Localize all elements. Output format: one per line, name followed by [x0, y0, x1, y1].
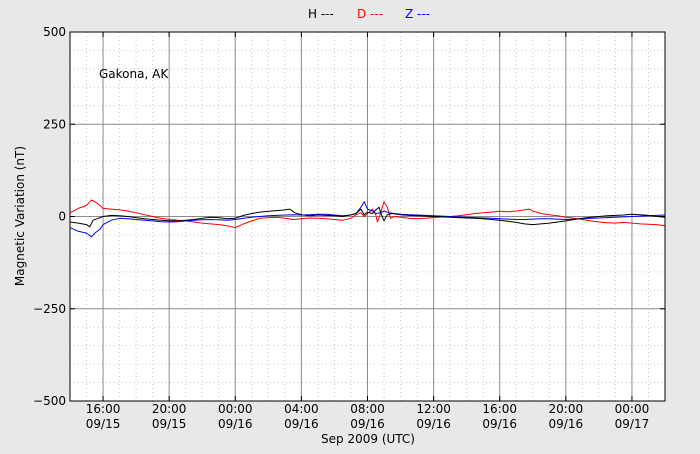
- axis-ticks: 5002500−250−50016:0009/1520:0009/1500:00…: [33, 25, 665, 431]
- y-tick-label: 250: [43, 117, 66, 131]
- x-tick-label-date: 09/16: [482, 417, 517, 431]
- location-label: Gakona, AK: [99, 67, 169, 81]
- x-tick-label-date: 09/16: [284, 417, 319, 431]
- x-tick-label-time: 08:00: [350, 402, 385, 416]
- x-tick-label-date: 09/17: [615, 417, 650, 431]
- x-tick-label-date: 09/15: [86, 417, 121, 431]
- y-tick-label: 500: [43, 25, 66, 39]
- x-tick-label-date: 09/15: [152, 417, 187, 431]
- x-tick-label-date: 09/16: [549, 417, 584, 431]
- x-tick-label-time: 16:00: [86, 402, 121, 416]
- series-line-d: [69, 199, 666, 229]
- legend-entry-h: H ---: [308, 7, 334, 21]
- y-tick-label: 0: [58, 210, 66, 224]
- x-tick-label-time: 00:00: [218, 402, 253, 416]
- series-layer: [69, 199, 666, 238]
- x-tick-label-time: 20:00: [152, 402, 187, 416]
- legend-entry-z: Z ---: [405, 7, 430, 21]
- y-tick-label: −250: [33, 302, 66, 316]
- x-tick-label-time: 00:00: [615, 402, 650, 416]
- y-axis-label: Magnetic Variation (nT): [13, 146, 27, 286]
- x-tick-label-time: 12:00: [416, 402, 451, 416]
- x-tick-label-time: 20:00: [549, 402, 584, 416]
- x-tick-label-time: 04:00: [284, 402, 319, 416]
- x-tick-label-date: 09/16: [416, 417, 451, 431]
- series-line-h: [69, 206, 666, 228]
- legend: H --- D --- Z ---: [308, 7, 430, 21]
- legend-entry-d: D ---: [357, 7, 383, 21]
- x-tick-label-date: 09/16: [218, 417, 253, 431]
- series-line-z: [69, 201, 666, 238]
- x-tick-label-time: 16:00: [482, 402, 517, 416]
- y-tick-label: −500: [33, 394, 66, 408]
- x-tick-label-date: 09/16: [350, 417, 385, 431]
- x-axis-label: Sep 2009 (UTC): [321, 432, 415, 446]
